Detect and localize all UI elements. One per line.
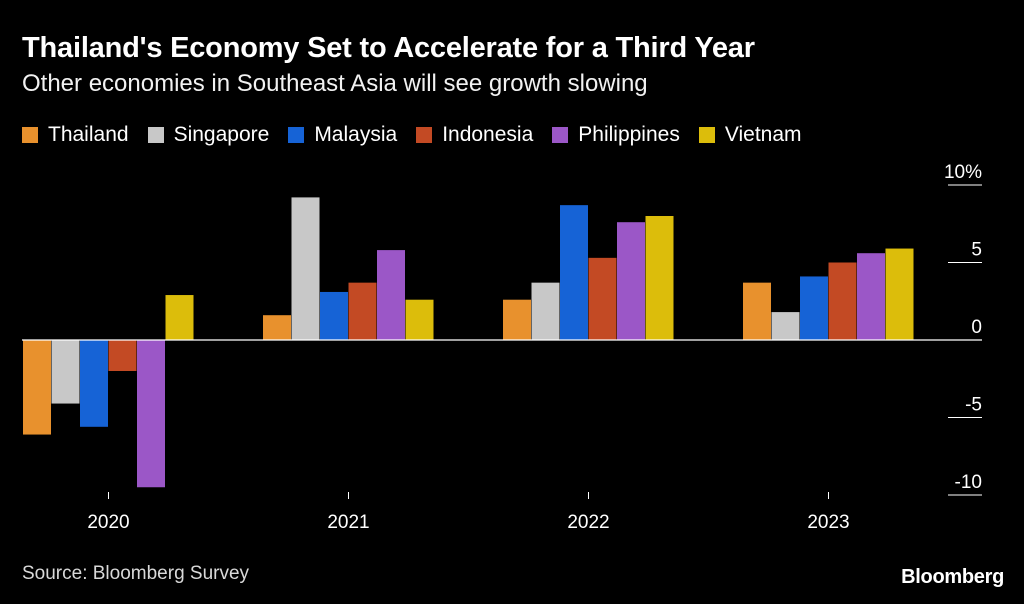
legend-label: Vietnam <box>724 123 802 146</box>
y-tick-label: 5 <box>971 240 982 261</box>
bar-philippines-2021 <box>377 250 405 340</box>
bar-philippines-2020 <box>137 340 165 488</box>
legend-swatch <box>552 127 569 143</box>
bar-indonesia-2021 <box>348 282 377 340</box>
bar-malaysia-2023 <box>800 276 828 340</box>
legend-label: Thailand <box>48 123 129 146</box>
legend-swatch <box>288 127 305 143</box>
bar-singapore-2023 <box>771 312 800 340</box>
source-note: Source: Bloomberg Survey <box>22 563 250 584</box>
bar-philippines-2023 <box>857 253 885 340</box>
bar-vietnam-2023 <box>885 248 914 340</box>
legend-item-singapore: Singapore <box>147 123 270 147</box>
chart-subtitle: Other economies in Southeast Asia will s… <box>22 70 648 97</box>
legend-item-indonesia: Indonesia <box>416 123 533 147</box>
bar-vietnam-2020 <box>165 295 194 340</box>
legend-label: Singapore <box>173 123 270 146</box>
bar-malaysia-2022 <box>560 205 588 340</box>
legend-label: Malaysia <box>314 123 398 146</box>
bar-indonesia-2020 <box>108 340 137 371</box>
legend-swatch <box>22 127 38 143</box>
legend-label: Philippines <box>578 123 680 146</box>
legend-item-malaysia: Malaysia <box>288 123 397 147</box>
bar-singapore-2020 <box>51 340 80 404</box>
bar-thailand-2020 <box>23 340 51 435</box>
chart-title: Thailand's Economy Set to Accelerate for… <box>22 32 755 64</box>
legend-item-vietnam: Vietnam <box>698 123 802 147</box>
bar-indonesia-2023 <box>828 262 857 340</box>
y-tick-label: -5 <box>965 395 982 416</box>
x-tick-label: 2022 <box>567 512 609 533</box>
bar-thailand-2023 <box>743 282 771 340</box>
x-tick-label: 2020 <box>87 512 129 533</box>
y-tick-label: 10% <box>944 162 982 183</box>
bar-singapore-2022 <box>531 282 560 340</box>
bloomberg-logo: Bloomberg <box>901 566 1004 588</box>
x-tick-label: 2023 <box>807 512 849 533</box>
y-tick-label: 0 <box>971 317 982 338</box>
bar-vietnam-2022 <box>645 216 674 340</box>
legend-swatch <box>698 127 715 143</box>
y-tick-label: -10 <box>955 472 982 493</box>
bar-indonesia-2022 <box>588 257 617 340</box>
bar-singapore-2021 <box>291 197 320 340</box>
bar-malaysia-2021 <box>320 291 348 340</box>
legend-swatch <box>416 127 433 143</box>
bar-thailand-2021 <box>263 315 291 340</box>
legend-item-philippines: Philippines <box>552 123 680 147</box>
legend-label: Indonesia <box>442 123 534 146</box>
bar-philippines-2022 <box>617 222 645 340</box>
legend-item-thailand: Thailand <box>22 123 129 147</box>
bar-vietnam-2021 <box>405 299 434 340</box>
legend: Thailand Singapore Malaysia Indonesia Philip… <box>22 123 821 147</box>
legend-swatch <box>147 127 164 143</box>
bar-thailand-2022 <box>503 299 531 340</box>
x-tick-label: 2021 <box>327 512 369 533</box>
bar-malaysia-2020 <box>80 340 108 427</box>
